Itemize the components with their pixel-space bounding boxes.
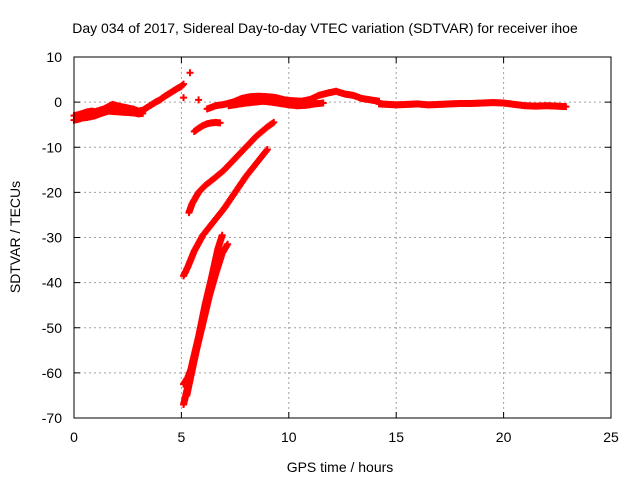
- data-point: [216, 119, 224, 127]
- x-axis-title: GPS time / hours: [287, 459, 394, 475]
- data-point: [178, 81, 186, 89]
- y-tick-label: -30: [42, 230, 62, 246]
- data-points: [70, 69, 570, 408]
- series-midday-band-lower: [225, 97, 327, 110]
- data-point: [195, 96, 203, 104]
- data-point: [139, 109, 147, 117]
- series-main-track: [70, 80, 188, 120]
- axis-ticks: 0 5 10 15 20 25 -70 -60 -50 -40 -30 -20 -10 0 10: [42, 49, 619, 445]
- x-tick-label: 20: [496, 429, 512, 445]
- data-point: [263, 146, 271, 154]
- series-rise-B: [180, 146, 271, 280]
- y-tick-label: -40: [42, 275, 62, 291]
- y-tick-label: -10: [42, 139, 62, 155]
- x-tick-label: 25: [603, 429, 619, 445]
- y-tick-label: 10: [46, 49, 62, 65]
- grid: [74, 57, 611, 418]
- chart-title: Day 034 of 2017, Sidereal Day-to-day VTE…: [72, 20, 578, 36]
- series-isolated-points: [180, 69, 203, 104]
- data-point: [224, 240, 232, 248]
- y-axis-title: SDTVAR / TECUs: [7, 181, 23, 293]
- data-point: [180, 94, 188, 102]
- data-point: [188, 362, 196, 370]
- series-rise-A: [185, 118, 278, 217]
- x-tick-label: 0: [70, 429, 78, 445]
- x-tick-label: 10: [281, 429, 297, 445]
- x-tick-label: 5: [178, 429, 186, 445]
- data-point: [319, 99, 327, 107]
- series-main-track-lower: [70, 107, 147, 124]
- y-tick-label: -60: [42, 365, 62, 381]
- data-point: [562, 103, 570, 111]
- y-tick-label: -50: [42, 320, 62, 336]
- y-tick-label: -20: [42, 184, 62, 200]
- data-point: [218, 231, 226, 239]
- y-tick-label: 0: [54, 94, 62, 110]
- data-point: [270, 118, 278, 126]
- series-steep-3: [180, 362, 196, 388]
- x-tick-label: 15: [388, 429, 404, 445]
- series-late-flat: [375, 99, 570, 111]
- data-point: [186, 69, 194, 77]
- y-tick-label: -70: [42, 410, 62, 426]
- data-point: [180, 80, 188, 88]
- series-short-rise: [190, 118, 224, 135]
